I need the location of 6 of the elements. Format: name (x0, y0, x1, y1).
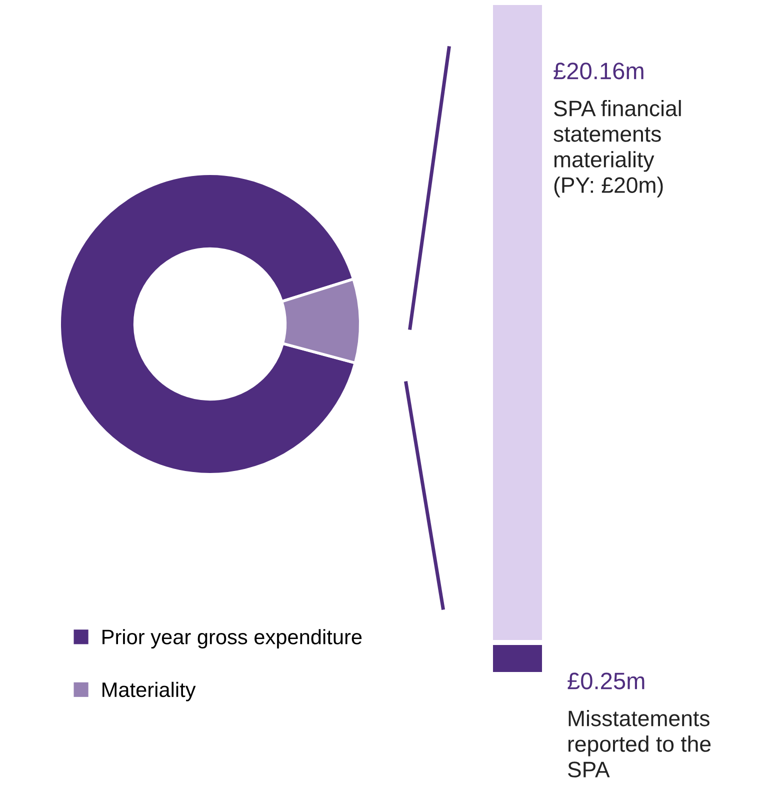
text: SPA financial statements materiality (PY: £20m) (554, 100, 681, 198)
legend-label: Materiality (102, 682, 196, 702)
text: £0.25m (568, 672, 644, 690)
text: £20.16m (554, 62, 644, 80)
legend-label: Prior year gross expenditure (102, 629, 362, 648)
text: Misstatements reported to the SPA (568, 710, 711, 778)
